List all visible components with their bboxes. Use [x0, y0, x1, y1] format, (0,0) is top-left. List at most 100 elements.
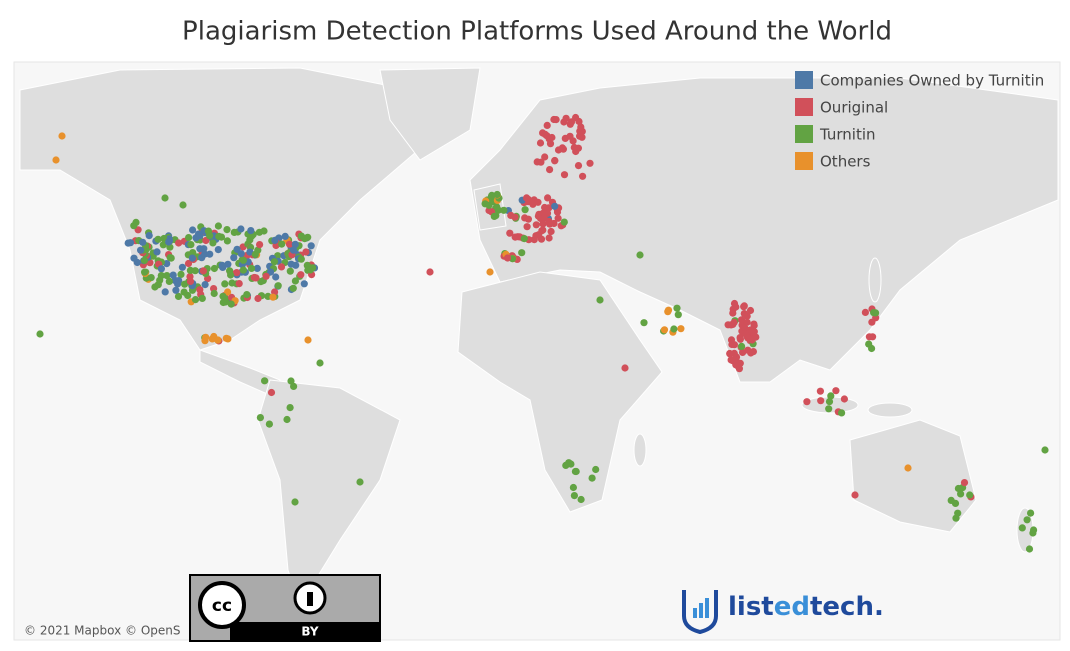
badge-band	[230, 622, 380, 641]
location-dot	[283, 415, 291, 424]
location-dot	[567, 118, 576, 126]
location-dot	[267, 388, 276, 397]
location-dot	[161, 288, 169, 296]
location-dot	[174, 292, 183, 300]
location-dot	[227, 300, 235, 308]
location-dot	[677, 325, 685, 333]
location-dot	[221, 280, 229, 288]
location-dot	[256, 414, 264, 422]
location-dot	[261, 377, 269, 385]
location-dot	[187, 241, 195, 249]
location-dot	[577, 495, 585, 504]
location-dot	[737, 316, 746, 324]
location-dot	[180, 288, 188, 296]
location-dot	[214, 222, 222, 230]
location-dot	[503, 254, 512, 262]
location-dot	[752, 333, 760, 341]
location-dot	[537, 158, 545, 166]
location-dot	[746, 326, 755, 334]
location-dot	[356, 478, 364, 486]
location-dot	[736, 335, 745, 343]
location-dot	[540, 214, 548, 222]
location-dot	[289, 284, 297, 292]
location-dot	[534, 198, 542, 206]
location-dot	[488, 191, 496, 199]
location-dot	[851, 491, 859, 499]
location-dot	[636, 251, 644, 259]
location-dot	[210, 289, 218, 298]
location-dot	[161, 194, 169, 202]
location-dot	[726, 350, 734, 358]
location-dot	[577, 123, 585, 131]
location-dot	[277, 263, 286, 271]
location-dot	[260, 227, 268, 235]
location-dot	[256, 241, 264, 249]
location-dot	[185, 234, 193, 242]
eurasia	[469, 77, 1059, 383]
location-dot	[196, 245, 204, 253]
location-dot	[301, 235, 309, 243]
location-dot	[550, 219, 558, 228]
location-dot	[523, 223, 531, 231]
location-dot	[230, 228, 238, 236]
greenland	[379, 67, 481, 161]
location-dot	[189, 249, 197, 257]
location-dot	[861, 308, 870, 316]
location-dot	[202, 333, 210, 341]
location-dot	[957, 490, 965, 498]
location-dot	[300, 280, 308, 288]
location-dot	[746, 306, 755, 315]
location-dot	[265, 420, 273, 428]
location-dot	[285, 240, 294, 248]
logo: listedtech.	[682, 590, 884, 635]
location-dot	[145, 232, 153, 240]
location-dot	[181, 280, 189, 288]
location-dot	[1041, 446, 1049, 454]
location-dot	[493, 190, 501, 199]
location-dot	[1029, 529, 1037, 537]
location-dot	[586, 159, 594, 167]
location-dot	[572, 467, 580, 476]
location-dot	[172, 286, 180, 294]
location-dot	[281, 232, 289, 240]
location-dot	[246, 248, 254, 256]
land	[19, 67, 1059, 607]
location-dot	[803, 398, 811, 406]
location-dot	[219, 292, 227, 300]
logo-highlight: ed	[774, 592, 810, 622]
location-dot	[262, 272, 270, 280]
location-dot	[219, 298, 227, 307]
logo-shield	[682, 590, 718, 635]
location-dot	[827, 392, 835, 400]
location-dot	[494, 206, 502, 214]
location-dot	[952, 514, 960, 522]
madagascar	[633, 433, 647, 467]
location-dot	[316, 359, 324, 367]
legend-swatch	[795, 152, 813, 170]
location-dot	[223, 237, 231, 245]
australia	[849, 419, 977, 533]
location-dot	[267, 268, 275, 276]
location-dot	[297, 271, 305, 279]
location-dot	[191, 267, 199, 275]
location-dot	[730, 318, 738, 327]
location-dot	[126, 239, 135, 247]
location-dot	[552, 116, 560, 124]
location-dot	[541, 130, 549, 138]
location-dot	[140, 256, 149, 264]
location-dot	[743, 318, 751, 326]
location-dot	[576, 132, 584, 140]
location-dot	[1023, 516, 1031, 524]
cc-icon: cc	[212, 596, 232, 616]
location-dot	[539, 226, 547, 234]
location-dot	[865, 333, 874, 341]
japan	[868, 257, 882, 303]
location-dot	[153, 248, 161, 256]
location-dot	[838, 409, 846, 417]
by-figure	[307, 592, 313, 606]
location-dot	[865, 340, 873, 348]
location-dot	[570, 492, 579, 500]
location-dot	[291, 240, 299, 248]
location-dot	[210, 264, 218, 273]
